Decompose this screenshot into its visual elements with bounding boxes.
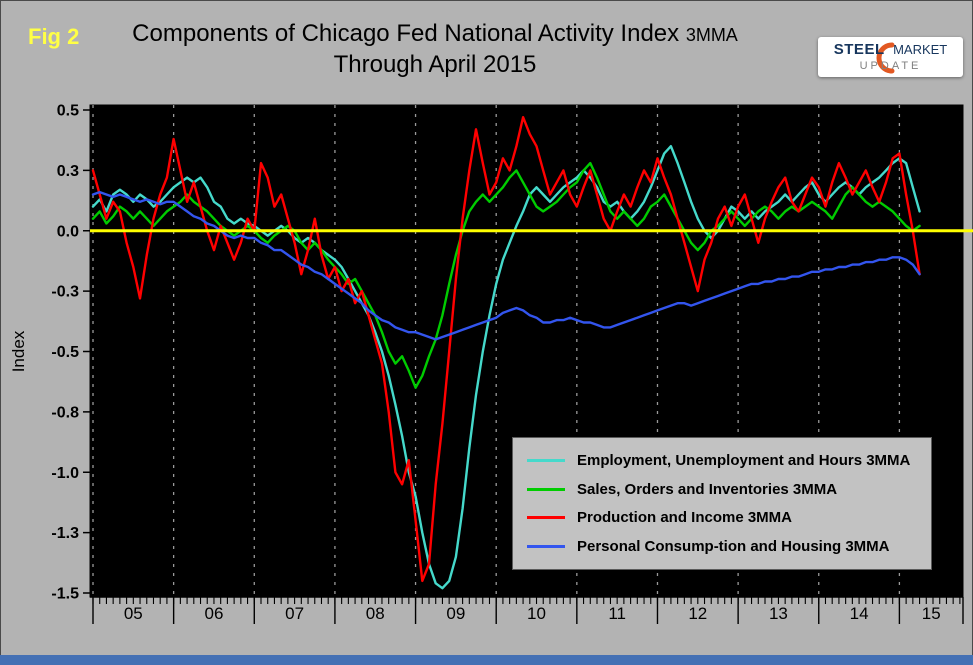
svg-text:-1.3: -1.3 <box>51 525 79 542</box>
logo-line1: STEEL MARKET <box>834 41 947 59</box>
legend-label-production: Production and Income 3MMA <box>577 509 793 527</box>
svg-text:-0.3: -0.3 <box>51 284 79 301</box>
svg-text:11: 11 <box>608 604 626 623</box>
logo-swoosh-icon <box>876 42 895 74</box>
series-lines <box>91 115 921 590</box>
svg-text:06: 06 <box>204 604 223 623</box>
svg-text:07: 07 <box>285 604 304 623</box>
logo-word-update: UPDATE <box>859 60 922 73</box>
y-axis: 0.5 0.3 0.0 -0.3 -0.5 -0.8 -1.0 -1.3 -1.5 <box>51 103 90 603</box>
series-line-0 <box>91 144 921 590</box>
bottom-bar <box>0 655 973 665</box>
legend-swatch-production <box>527 516 565 520</box>
svg-text:14: 14 <box>850 604 869 623</box>
svg-text:15: 15 <box>922 604 941 623</box>
series-line-2 <box>91 115 921 583</box>
figure-label: Fig 2 <box>28 24 80 49</box>
legend-swatch-consumption <box>527 545 565 549</box>
svg-text:12: 12 <box>688 604 707 623</box>
x-year-labels: 05 06 07 08 09 10 11 12 13 14 15 <box>124 604 941 623</box>
svg-text:0.0: 0.0 <box>57 223 79 240</box>
svg-text:-0.5: -0.5 <box>51 344 79 361</box>
legend-label-consumption: Personal Consump-tion and Housing 3MMA <box>577 538 890 556</box>
x-axis-major-ticks <box>92 597 964 624</box>
legend-item-consumption: Personal Consump-tion and Housing 3MMA <box>527 538 925 555</box>
series-line-3 <box>91 190 921 341</box>
steel-market-update-logo: STEEL MARKET UPDATE <box>818 37 963 77</box>
svg-text:-1.0: -1.0 <box>51 465 79 482</box>
chart-subtitle: Through April 2015 <box>333 51 537 78</box>
legend-item-employment: Employment, Unemployment and Hours 3MMA <box>527 452 925 469</box>
chart-legend: Employment, Unemployment and Hours 3MMA … <box>512 437 932 570</box>
logo-word-market: MARKET <box>893 41 948 57</box>
svg-text:0.5: 0.5 <box>57 103 79 120</box>
logo-inner: STEEL MARKET UPDATE <box>818 37 963 77</box>
legend-label-sales: Sales, Orders and Inventories 3MMA <box>577 480 838 498</box>
x-axis-minor-ticks <box>92 597 961 604</box>
legend-swatch-sales <box>527 487 565 491</box>
svg-text:0.3: 0.3 <box>57 163 79 180</box>
svg-text:13: 13 <box>769 604 788 623</box>
svg-text:-0.8: -0.8 <box>51 404 79 421</box>
legend-label-employment: Employment, Unemployment and Hours 3MMA <box>577 451 911 469</box>
chart-title: Components of Chicago Fed National Activ… <box>70 20 800 48</box>
svg-text:-1.5: -1.5 <box>51 586 79 603</box>
legend-item-sales: Sales, Orders and Inventories 3MMA <box>527 481 925 498</box>
svg-text:09: 09 <box>446 604 465 623</box>
series-line-1 <box>91 161 921 389</box>
legend-swatch-employment <box>527 458 565 462</box>
chart-title-block: Components of Chicago Fed National Activ… <box>70 20 800 79</box>
chart-title-suffix: 3MMA <box>685 25 738 45</box>
y-axis-title: Index <box>9 330 28 372</box>
logo-word-steel: STEEL <box>833 40 885 58</box>
svg-text:10: 10 <box>527 604 546 623</box>
svg-text:05: 05 <box>124 604 143 623</box>
svg-text:08: 08 <box>366 604 385 623</box>
chart-title-main: Components of Chicago Fed National Activ… <box>132 20 680 47</box>
legend-item-production: Production and Income 3MMA <box>527 509 925 526</box>
